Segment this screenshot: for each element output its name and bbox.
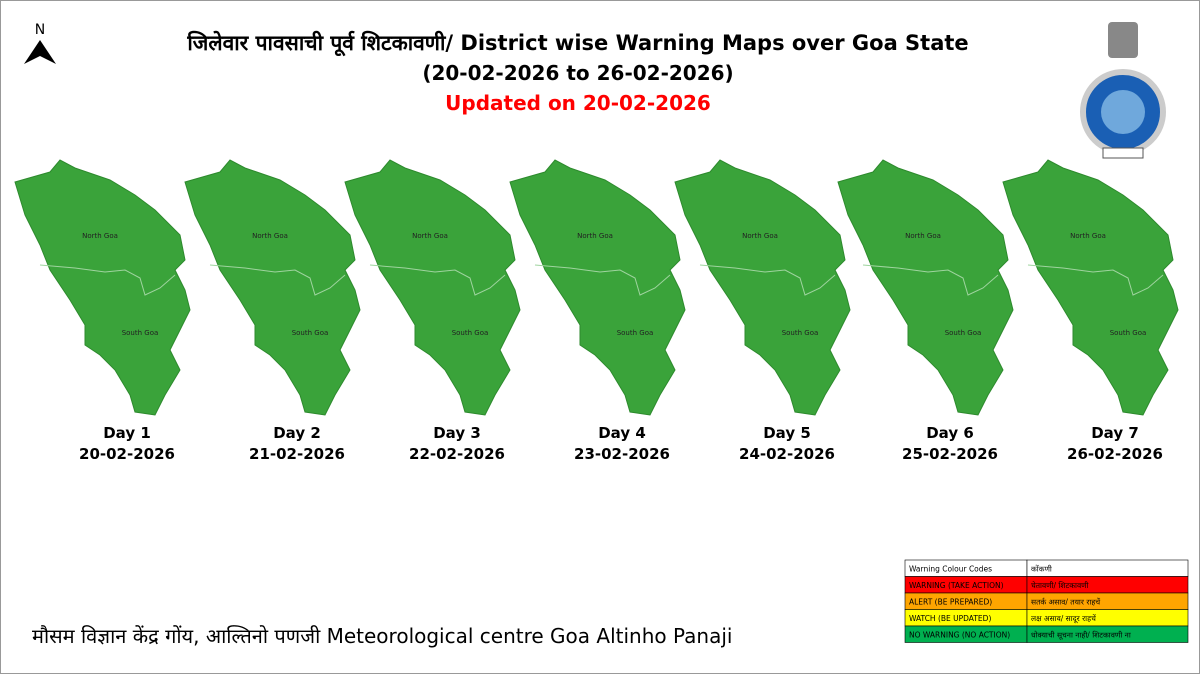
period: (20-02-2026 to 26-02-2026) <box>422 61 733 85</box>
date-label: 24-02-2026 <box>739 445 835 463</box>
maps: North Goa South Goa Day 1 20-02-2026 North G… <box>14 159 1179 463</box>
legend-cell <box>1026 625 1189 643</box>
district-map: North Goa South Goa <box>1002 159 1179 416</box>
day-label: Day 4 <box>598 424 646 442</box>
district-map: North Goa South Goa <box>837 159 1014 416</box>
legend-text: कोंकणी <box>1031 565 1053 574</box>
district-map: North Goa South Goa <box>14 159 191 416</box>
legend-text: ALERT (BE PREPARED) <box>909 598 992 607</box>
day-label: Day 5 <box>763 424 811 442</box>
district-label: North Goa <box>577 232 613 240</box>
date-label: 20-02-2026 <box>79 445 175 463</box>
district-border <box>534 264 671 296</box>
legend-text: WARNING (TAKE ACTION) <box>909 581 1004 590</box>
date-label: 26-02-2026 <box>1067 445 1163 463</box>
district-label: South Goa <box>452 329 489 337</box>
legend: Warning Colour Codes कोंकणी WARNING (TAKE … <box>904 559 1189 643</box>
legend-text: धोक्याची सूचना नाही/ शिटकावणी ना <box>1031 631 1132 641</box>
date-label: 21-02-2026 <box>249 445 345 463</box>
district-border <box>862 264 999 296</box>
district-map: North Goa South Goa <box>344 159 521 416</box>
district-border <box>699 264 836 296</box>
district-border <box>1027 264 1164 296</box>
legend-text: सतर्क असाव/ तयार राहचें <box>1031 598 1100 607</box>
district-map: North Goa South Goa <box>184 159 361 416</box>
title: जिलेवार पावसाची पूर्व शिटकावणी/ District… <box>186 30 968 57</box>
legend-text: Warning Colour Codes <box>909 565 992 574</box>
day-label: Day 2 <box>273 424 321 442</box>
district-label: North Goa <box>1070 232 1106 240</box>
legend-text: WATCH (BE UPDATED) <box>909 614 991 623</box>
legend-text: चेतावणी/ शिटकावणी <box>1031 581 1090 590</box>
date-label: 23-02-2026 <box>574 445 670 463</box>
district-label: South Goa <box>617 329 654 337</box>
day-label: Day 3 <box>433 424 481 442</box>
day-label: Day 7 <box>1091 424 1139 442</box>
district-label: South Goa <box>122 329 159 337</box>
footer: मौसम विज्ञान केंद्र गोंय, आल्तिनो पणजी M… <box>32 624 732 648</box>
imd-logo <box>1080 22 1166 159</box>
day-label: Day 1 <box>103 424 151 442</box>
district-map: North Goa South Goa <box>674 159 851 416</box>
district-label: South Goa <box>782 329 819 337</box>
legend-text: लक्ष असाव/ सादूर राहचें <box>1031 614 1096 624</box>
north-arrow: N <box>24 22 56 64</box>
district-map: North Goa South Goa <box>509 159 686 416</box>
date-label: 25-02-2026 <box>902 445 998 463</box>
district-border <box>209 264 346 296</box>
district-label: South Goa <box>945 329 982 337</box>
day-label: Day 6 <box>926 424 974 442</box>
district-label: South Goa <box>1110 329 1147 337</box>
district-border <box>39 264 176 296</box>
updated: Updated on 20-02-2026 <box>445 91 711 115</box>
date-label: 22-02-2026 <box>409 445 505 463</box>
district-label: South Goa <box>292 329 329 337</box>
district-border <box>369 264 506 296</box>
legend-text: NO WARNING (NO ACTION) <box>909 631 1010 640</box>
district-label: North Goa <box>905 232 941 240</box>
north-label: N <box>35 22 45 38</box>
district-label: North Goa <box>252 232 288 240</box>
district-label: North Goa <box>82 232 118 240</box>
district-label: North Goa <box>412 232 448 240</box>
district-label: North Goa <box>742 232 778 240</box>
